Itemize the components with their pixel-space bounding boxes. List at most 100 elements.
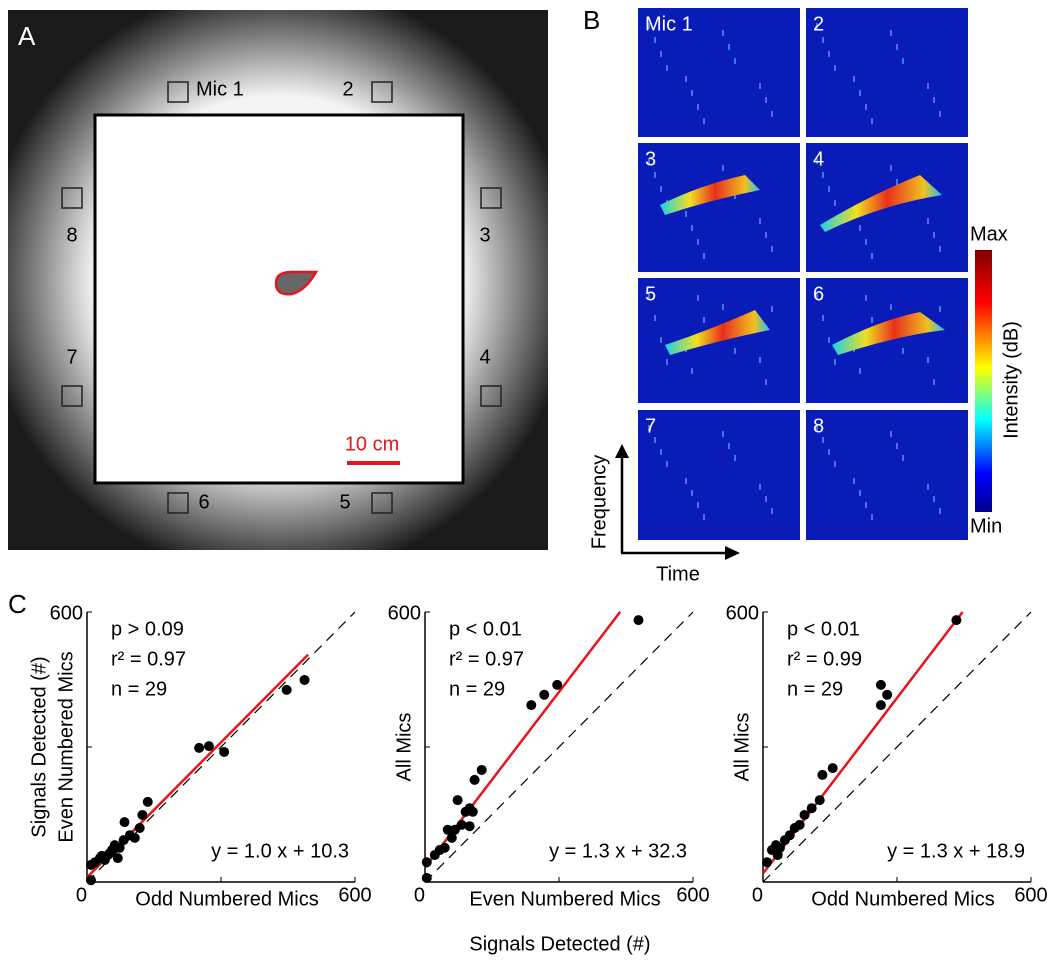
stat: r² = 0.97 [449, 648, 524, 670]
panel-label: B [583, 5, 600, 35]
point [299, 674, 310, 685]
shared-y-label: Signals Detected (#) [28, 656, 50, 837]
point [772, 850, 783, 860]
arrow-head [725, 546, 740, 560]
point [467, 806, 478, 817]
noise [828, 186, 830, 192]
point [439, 842, 450, 853]
noise [865, 502, 867, 508]
point [552, 679, 563, 690]
point [137, 809, 148, 820]
point [119, 817, 130, 828]
noise [890, 30, 892, 36]
time-label: Time [656, 563, 700, 585]
call-trace [820, 175, 942, 232]
point [469, 774, 480, 785]
noise [728, 44, 730, 50]
noise [765, 232, 767, 238]
noise [703, 514, 705, 520]
point [762, 857, 773, 868]
noise [816, 293, 818, 299]
noise [871, 118, 873, 124]
noise [828, 449, 830, 455]
noise [660, 449, 662, 455]
noise [822, 37, 824, 43]
point [814, 795, 825, 806]
noise [834, 359, 836, 365]
noise [896, 443, 898, 449]
panel-label: C [8, 589, 27, 619]
point [86, 875, 97, 886]
noise [834, 65, 836, 71]
point [794, 819, 805, 830]
mic-boxes [61, 81, 502, 514]
point [134, 823, 145, 833]
noise [697, 295, 699, 301]
scale-label: 10 cm [345, 433, 399, 455]
noise [691, 225, 693, 231]
noise [654, 37, 656, 43]
noise [734, 193, 736, 199]
call-trace [660, 175, 760, 215]
shared-x-label: Signals Detected (#) [469, 933, 650, 955]
point [633, 615, 644, 626]
stat: p > 0.09 [111, 618, 184, 640]
noise [771, 306, 773, 312]
noise [666, 359, 668, 365]
identity-line [762, 611, 1032, 883]
point [421, 872, 432, 883]
noise [933, 496, 935, 502]
noise [722, 30, 724, 36]
point [421, 857, 432, 868]
noise [648, 158, 650, 164]
point [96, 850, 107, 861]
noise [933, 232, 935, 238]
point [784, 830, 795, 841]
x-label: Odd Numbered Mics [811, 888, 994, 910]
noise [828, 337, 830, 343]
colorbar-max: Max [970, 223, 1008, 245]
freq-label: Frequency [588, 455, 610, 550]
noise [759, 484, 761, 490]
noise [902, 455, 904, 461]
noise [865, 104, 867, 110]
point [442, 824, 453, 835]
noise [828, 51, 830, 57]
noise [896, 179, 898, 185]
point [456, 819, 467, 830]
tile-label: 6 [813, 283, 824, 305]
equation: y = 1.0 x + 10.3 [211, 840, 349, 862]
mic-label: Mic 1 [196, 78, 244, 100]
noise [691, 368, 693, 374]
noise [859, 225, 861, 231]
noise [927, 218, 929, 224]
noise [697, 239, 699, 245]
mic-label: 3 [479, 224, 490, 246]
noise [660, 337, 662, 343]
point [875, 679, 886, 690]
colorbar [975, 250, 992, 512]
noise [927, 484, 929, 490]
noise [853, 76, 855, 82]
point [875, 700, 886, 711]
point [129, 832, 140, 843]
noise [648, 293, 650, 299]
point [446, 832, 457, 843]
point [806, 803, 817, 814]
point [219, 746, 230, 757]
noise [648, 23, 650, 29]
spectrogram [806, 8, 968, 137]
noise [765, 379, 767, 385]
noise [933, 379, 935, 385]
tile-label: 7 [645, 415, 656, 437]
x-tick-label: 0 [752, 884, 763, 906]
stat: p < 0.01 [787, 618, 860, 640]
equation: y = 1.3 x + 32.3 [549, 840, 687, 862]
noise [822, 437, 824, 443]
mic-label: 6 [198, 491, 209, 513]
noise [902, 58, 904, 64]
noise [822, 172, 824, 178]
noise [648, 425, 650, 431]
noise [685, 478, 687, 484]
